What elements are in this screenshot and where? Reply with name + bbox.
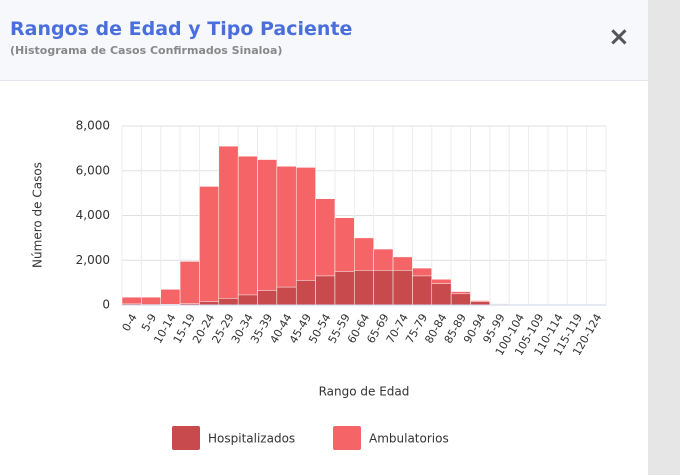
modal-title: Rangos de Edad y Tipo Paciente bbox=[10, 18, 353, 40]
bar bbox=[470, 301, 491, 306]
bar bbox=[354, 270, 374, 306]
bar bbox=[392, 270, 413, 306]
bar bbox=[334, 271, 355, 306]
bar bbox=[276, 286, 297, 306]
bar bbox=[237, 294, 258, 306]
bar bbox=[199, 186, 220, 306]
x-tick-label: 0-4 bbox=[120, 312, 140, 334]
bar bbox=[295, 280, 316, 306]
bar bbox=[450, 293, 471, 306]
legend-swatch bbox=[172, 426, 200, 450]
bar bbox=[179, 261, 200, 306]
legend-swatch bbox=[333, 426, 361, 450]
y-tick-label: 0 bbox=[102, 298, 110, 312]
y-tick-label: 8,000 bbox=[76, 119, 110, 133]
bar bbox=[373, 270, 394, 306]
bar bbox=[141, 296, 161, 306]
bar bbox=[315, 275, 336, 306]
x-axis-title: Rango de Edad bbox=[319, 385, 410, 399]
legend-label[interactable]: Hospitalizados bbox=[208, 432, 295, 446]
bar bbox=[431, 283, 452, 306]
bar bbox=[218, 145, 239, 306]
modal-header: Rangos de Edad y Tipo Paciente (Histogra… bbox=[0, 0, 648, 81]
bar bbox=[257, 290, 278, 306]
y-tick-label: 4,000 bbox=[76, 208, 110, 222]
y-axis-title: Número de Casos bbox=[31, 162, 45, 268]
bar bbox=[257, 159, 278, 306]
bar bbox=[276, 166, 297, 306]
modal-subtitle: (Histograma de Casos Confirmados Sinaloa… bbox=[10, 44, 283, 57]
bar bbox=[199, 301, 220, 306]
bar bbox=[237, 155, 258, 306]
legend-label[interactable]: Ambulatorios bbox=[369, 432, 449, 446]
modal: Rangos de Edad y Tipo Paciente (Histogra… bbox=[0, 0, 648, 475]
chart: Número de Casos Rango de Edad 0 2,000 4,00… bbox=[31, 119, 607, 450]
close-button[interactable]: × bbox=[608, 22, 630, 52]
bar bbox=[160, 289, 181, 306]
y-tick-label: 6,000 bbox=[76, 163, 110, 177]
y-tick-label: 2,000 bbox=[76, 253, 110, 267]
bar bbox=[412, 275, 433, 306]
bar bbox=[218, 298, 239, 306]
